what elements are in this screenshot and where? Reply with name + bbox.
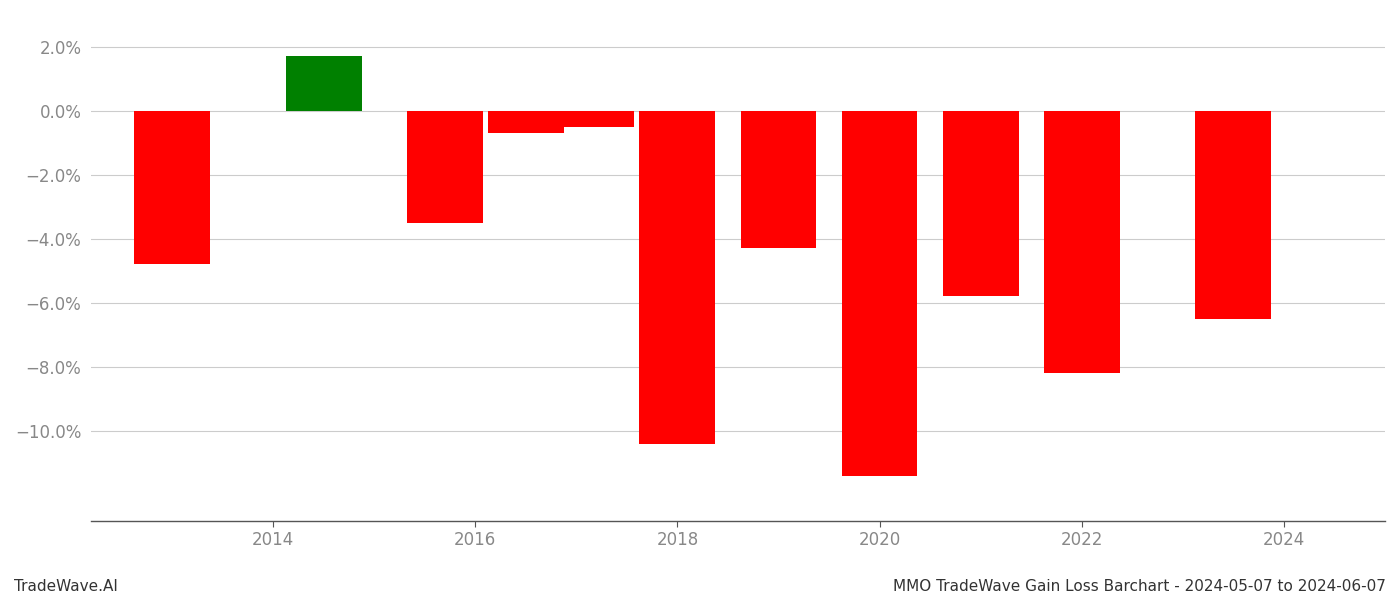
Text: MMO TradeWave Gain Loss Barchart - 2024-05-07 to 2024-06-07: MMO TradeWave Gain Loss Barchart - 2024-… xyxy=(893,579,1386,594)
Bar xyxy=(640,110,715,444)
Bar xyxy=(286,56,361,110)
Bar xyxy=(487,110,564,133)
Bar xyxy=(1044,110,1120,373)
Bar xyxy=(841,110,917,476)
Bar xyxy=(741,110,816,248)
Bar xyxy=(942,110,1019,296)
Bar xyxy=(1196,110,1271,319)
Bar xyxy=(559,110,634,127)
Bar xyxy=(407,110,483,223)
Bar xyxy=(134,110,210,265)
Text: TradeWave.AI: TradeWave.AI xyxy=(14,579,118,594)
